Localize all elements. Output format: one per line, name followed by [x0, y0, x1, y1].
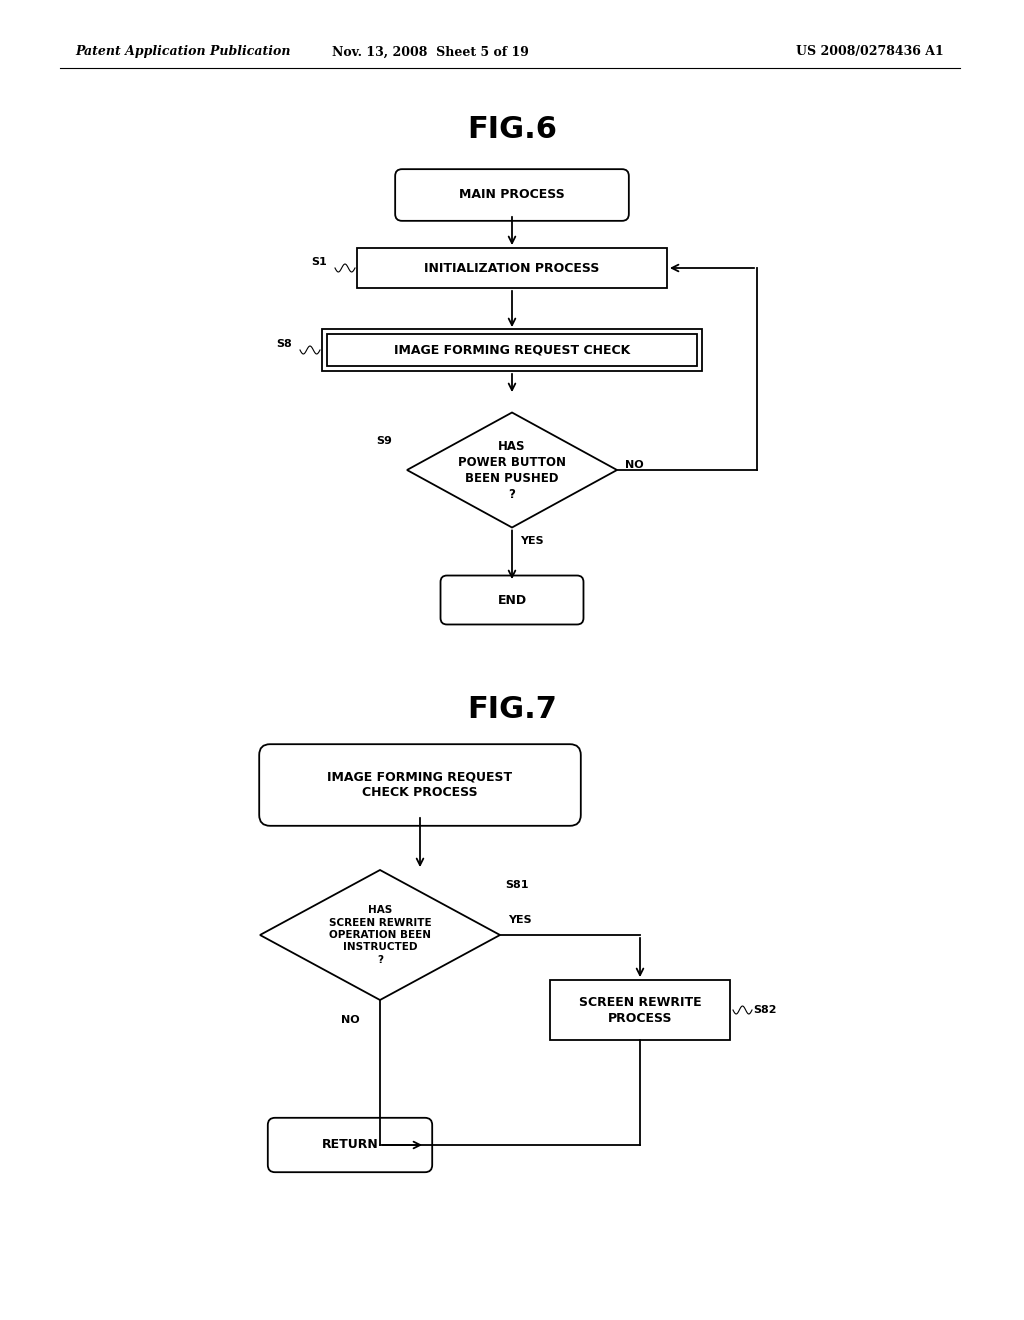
Text: SCREEN REWRITE
PROCESS: SCREEN REWRITE PROCESS [579, 995, 701, 1024]
Text: YES: YES [508, 915, 531, 925]
Text: YES: YES [520, 536, 544, 546]
FancyBboxPatch shape [268, 1118, 432, 1172]
Bar [327, 334, 697, 366]
Text: HAS
POWER BUTTON
BEEN PUSHED
?: HAS POWER BUTTON BEEN PUSHED ? [458, 440, 566, 500]
Text: FIG.6: FIG.6 [467, 116, 557, 144]
Text: END: END [498, 594, 526, 606]
Bar [322, 329, 702, 371]
Text: S8: S8 [276, 339, 292, 348]
Text: IMAGE FORMING REQUEST
CHECK PROCESS: IMAGE FORMING REQUEST CHECK PROCESS [328, 771, 513, 800]
FancyBboxPatch shape [440, 576, 584, 624]
Polygon shape [407, 412, 617, 528]
Text: MAIN PROCESS: MAIN PROCESS [459, 189, 565, 202]
Text: S81: S81 [505, 880, 528, 890]
Text: S1: S1 [311, 257, 327, 267]
Bar [357, 248, 667, 288]
Text: FIG.7: FIG.7 [467, 696, 557, 725]
Text: HAS
SCREEN REWRITE
OPERATION BEEN
INSTRUCTED
?: HAS SCREEN REWRITE OPERATION BEEN INSTRU… [329, 906, 431, 965]
Text: S9: S9 [376, 436, 392, 446]
Polygon shape [260, 870, 500, 1001]
Text: NO: NO [341, 1015, 359, 1026]
Bar [550, 979, 730, 1040]
Text: IMAGE FORMING REQUEST CHECK: IMAGE FORMING REQUEST CHECK [394, 343, 630, 356]
Text: RETURN: RETURN [322, 1138, 379, 1151]
Text: S82: S82 [754, 1005, 777, 1015]
FancyBboxPatch shape [395, 169, 629, 220]
Text: NO: NO [625, 459, 644, 470]
Text: Patent Application Publication: Patent Application Publication [75, 45, 291, 58]
FancyBboxPatch shape [259, 744, 581, 826]
Text: US 2008/0278436 A1: US 2008/0278436 A1 [796, 45, 944, 58]
Text: Nov. 13, 2008  Sheet 5 of 19: Nov. 13, 2008 Sheet 5 of 19 [332, 45, 528, 58]
Text: INITIALIZATION PROCESS: INITIALIZATION PROCESS [424, 261, 600, 275]
